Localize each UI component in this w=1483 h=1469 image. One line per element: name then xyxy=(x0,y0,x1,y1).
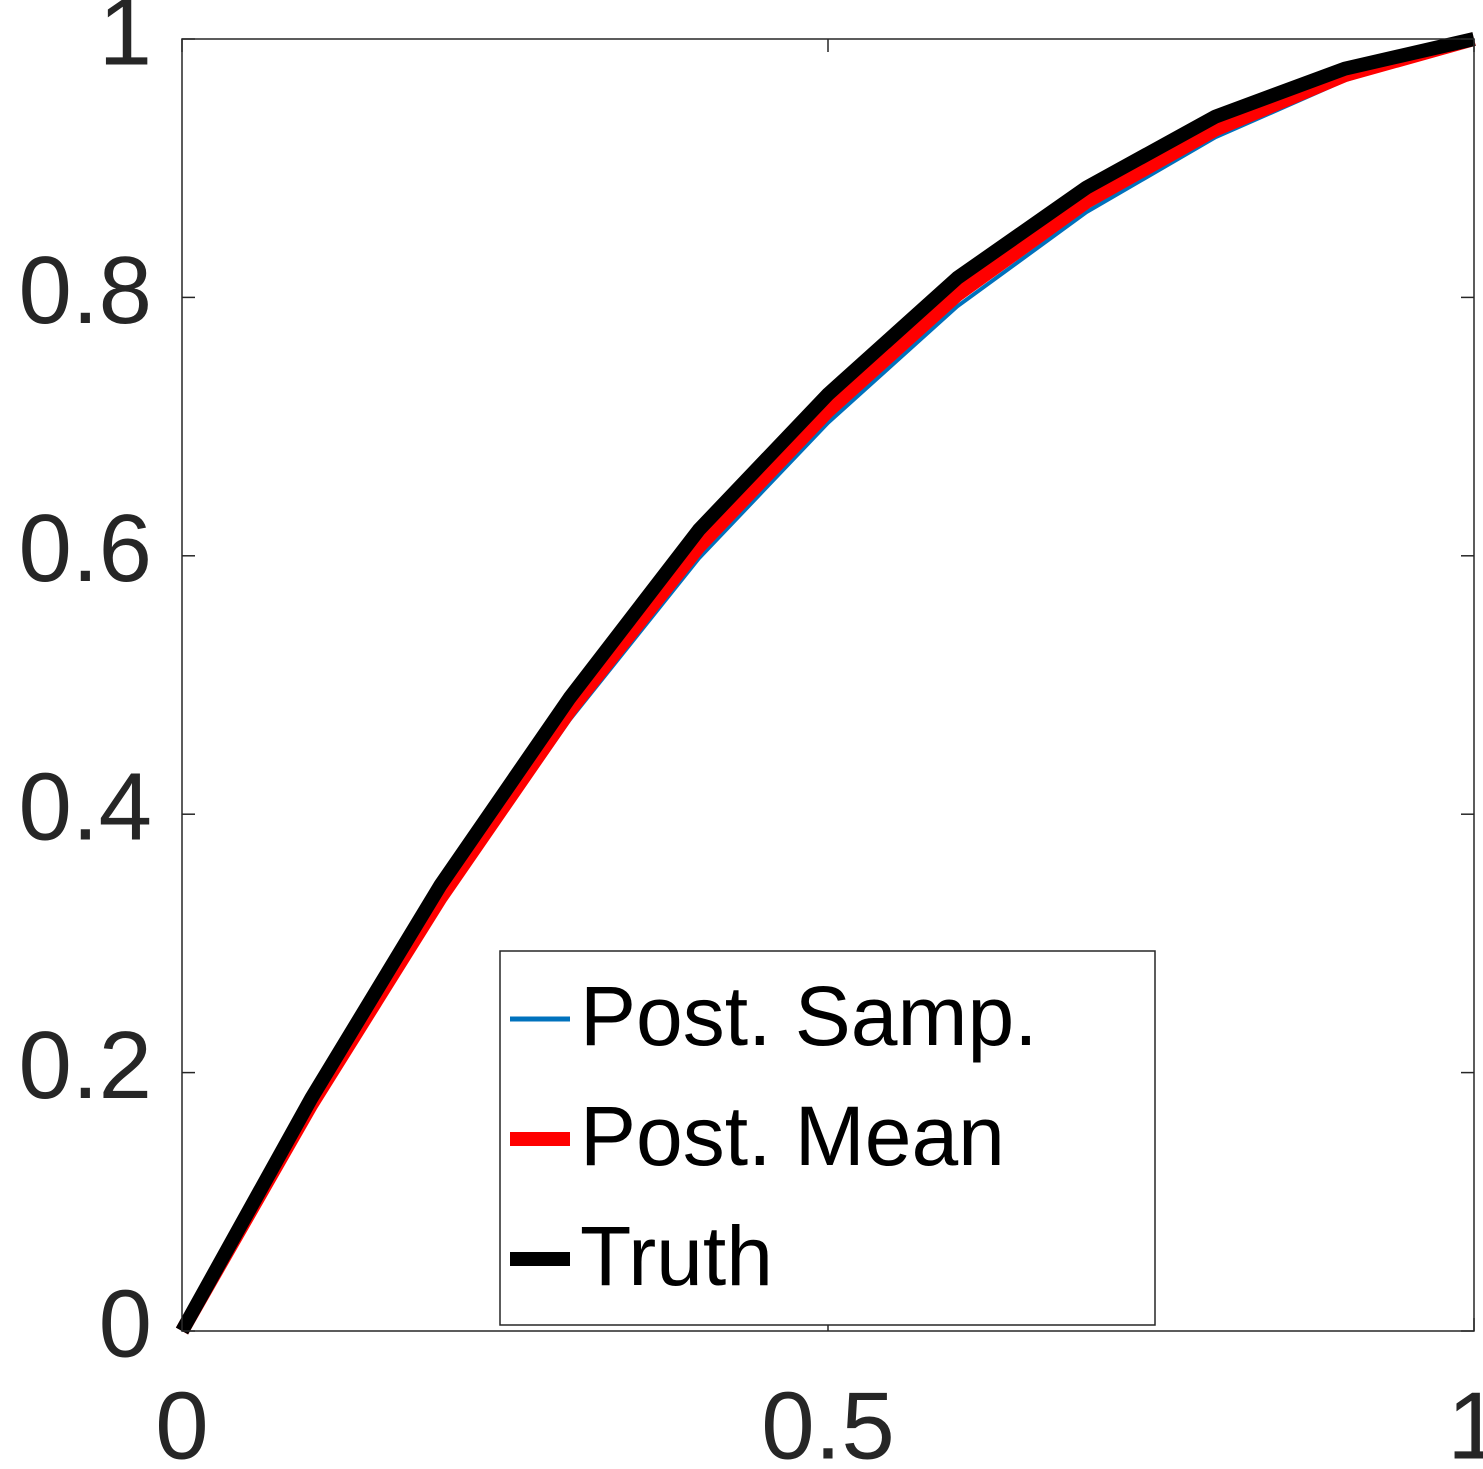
y-tick-label: 0.2 xyxy=(19,1012,152,1119)
legend: Post. Samp. Post. Mean Truth xyxy=(499,950,1156,1326)
x-tick-label: 0 xyxy=(155,1372,208,1469)
legend-label: Post. Samp. xyxy=(580,969,1038,1063)
legend-label: Truth xyxy=(580,1209,773,1303)
y-tick-label: 0 xyxy=(99,1270,152,1377)
x-tick-label: 1 xyxy=(1447,1372,1483,1469)
y-tick-label: 0.6 xyxy=(19,495,152,602)
legend-box xyxy=(499,950,1156,1326)
line-series xyxy=(175,32,1476,1335)
legend-label: Post. Mean xyxy=(580,1089,1005,1183)
x-tick-label: 0.5 xyxy=(761,1372,894,1469)
y-tick-label: 1 xyxy=(99,0,152,85)
y-tick-label: 0.4 xyxy=(19,754,152,861)
y-tick-label: 0.8 xyxy=(19,237,152,344)
